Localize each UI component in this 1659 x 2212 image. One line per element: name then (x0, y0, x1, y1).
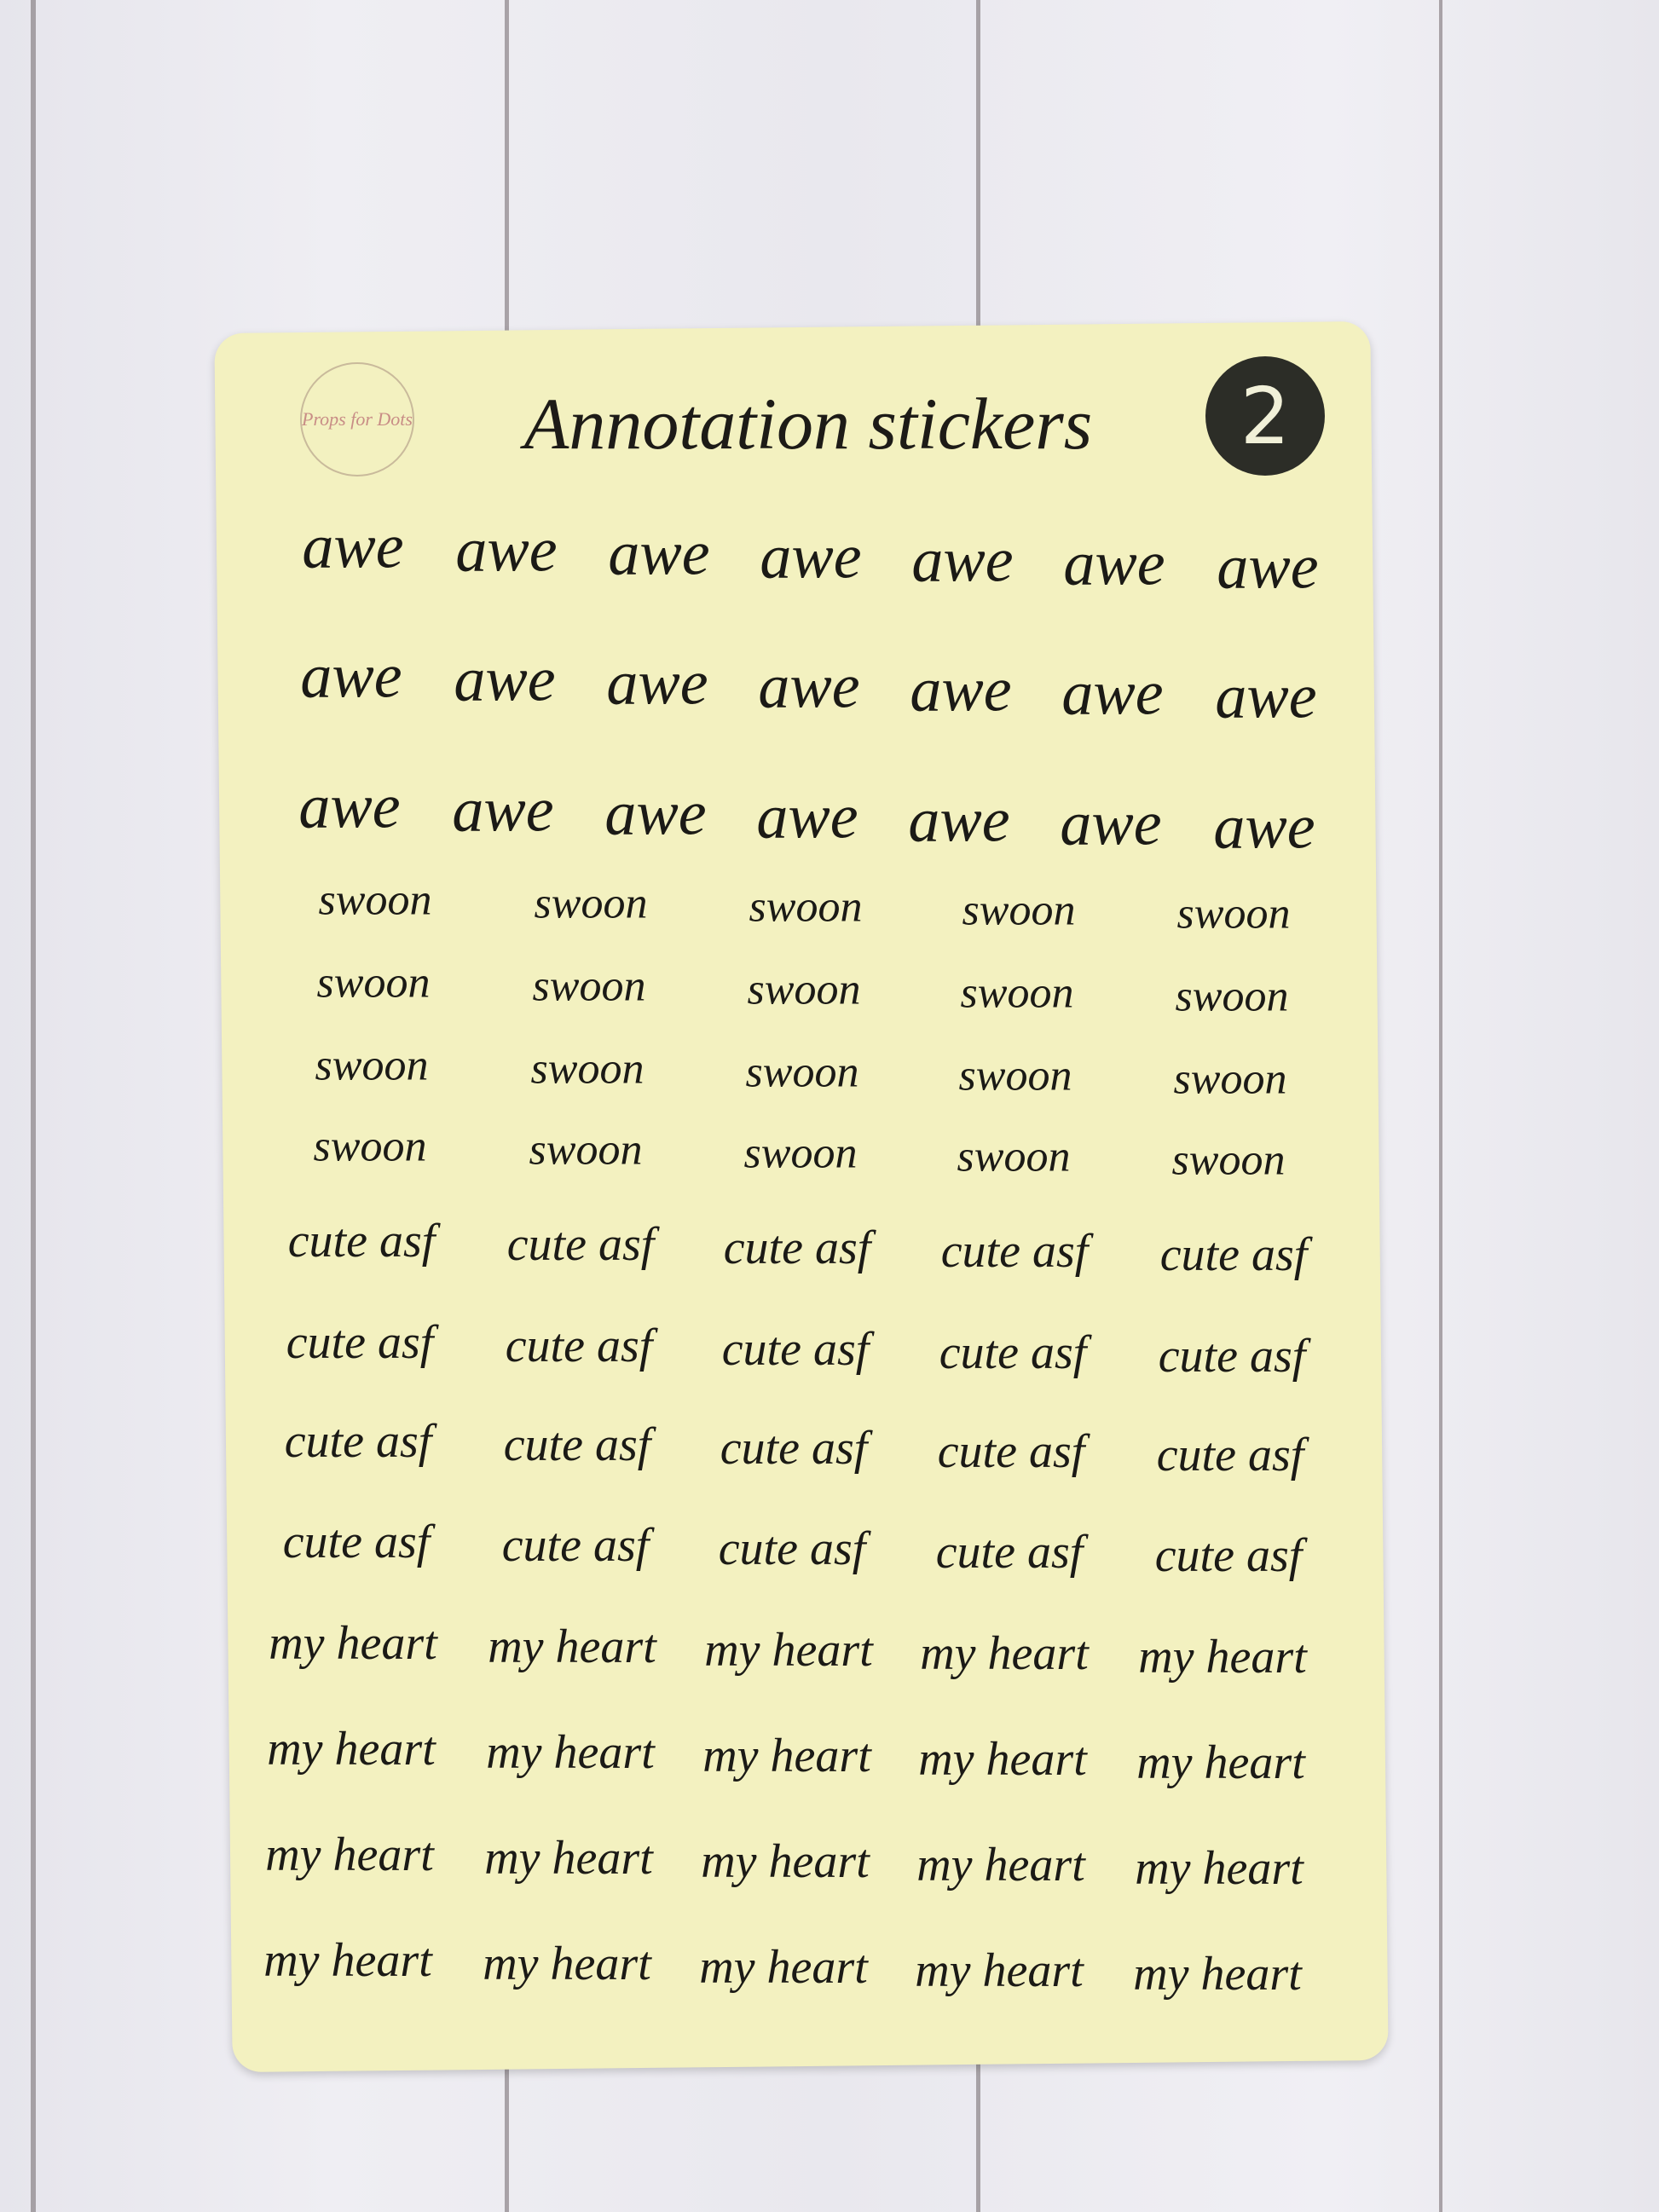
sticker-awe: awe (910, 655, 1012, 725)
brand-logo: Props for Dots (300, 362, 414, 476)
sticker-my-heart: my heart (263, 1934, 432, 1987)
sticker-cute-asf: cute asf (287, 1215, 436, 1268)
sheet-title: Annotation stickers (523, 383, 1093, 465)
sticker-my-heart: my heart (483, 1938, 651, 1990)
sticker-swoon: swoon (960, 968, 1074, 1018)
sticker-swoon: swoon (957, 1132, 1071, 1181)
sticker-awe: awe (1060, 788, 1162, 859)
sticker-cute-asf: cute asf (1159, 1228, 1308, 1281)
sticker-awe: awe (452, 775, 554, 846)
sticker-swoon: swoon (1176, 889, 1291, 939)
sticker-swoon: swoon (532, 962, 646, 1011)
sticker-swoon: swoon (316, 958, 431, 1008)
sticker-swoon: swoon (958, 1051, 1072, 1100)
sticker-swoon: swoon (534, 879, 648, 928)
sticker-awe: awe (1063, 528, 1165, 599)
sticker-swoon: swoon (1175, 972, 1289, 1021)
sticker-swoon: swoon (1173, 1054, 1287, 1104)
sticker-awe: awe (1213, 792, 1315, 863)
sticker-cute-asf: cute asf (501, 1519, 650, 1572)
sticker-swoon: swoon (1171, 1135, 1286, 1185)
sticker-my-heart: my heart (269, 1617, 437, 1670)
sticker-my-heart: my heart (265, 1828, 434, 1881)
sticker-my-heart: my heart (702, 1730, 871, 1782)
sticker-my-heart: my heart (918, 1733, 1087, 1786)
sticker-cute-asf: cute asf (939, 1326, 1087, 1379)
sticker-cute-asf: cute asf (1154, 1529, 1303, 1582)
sticker-cute-asf: cute asf (1156, 1429, 1304, 1481)
sticker-cute-asf: cute asf (935, 1526, 1084, 1579)
sticker-cute-asf: cute asf (718, 1522, 866, 1575)
sticker-awe: awe (1061, 658, 1164, 729)
sticker-cute-asf: cute asf (720, 1422, 868, 1475)
sticker-swoon: swoon (530, 1044, 645, 1094)
sticker-awe: awe (454, 644, 556, 715)
sticker-awe: awe (908, 785, 1010, 856)
sticker-awe: awe (604, 778, 707, 849)
plank-gap (1439, 0, 1442, 2212)
sticker-my-heart: my heart (484, 1832, 653, 1885)
sticker-my-heart: my heart (916, 1839, 1085, 1891)
sticker-swoon: swoon (962, 886, 1076, 935)
sticker-awe: awe (300, 641, 402, 712)
logo-text: Props for Dots (302, 408, 413, 430)
sticker-my-heart: my heart (1135, 1842, 1304, 1895)
sticker-my-heart: my heart (920, 1627, 1089, 1680)
sticker-my-heart: my heart (1138, 1631, 1307, 1684)
sticker-cute-asf: cute asf (723, 1222, 871, 1274)
sticker-my-heart: my heart (704, 1624, 873, 1677)
sticker-cute-asf: cute asf (1158, 1330, 1306, 1383)
sticker-my-heart: my heart (915, 1944, 1084, 1997)
sticker-my-heart: my heart (699, 1941, 868, 1994)
sticker-cute-asf: cute asf (721, 1323, 870, 1376)
sticker-swoon: swoon (315, 1041, 429, 1090)
sticker-awe: awe (911, 525, 1014, 596)
sticker-my-heart: my heart (267, 1723, 436, 1776)
sticker-my-heart: my heart (486, 1726, 655, 1779)
plank-gap (31, 0, 36, 2212)
sticker-my-heart: my heart (701, 1835, 870, 1888)
sticker-cute-asf: cute asf (284, 1415, 432, 1468)
sticker-cute-asf: cute asf (505, 1320, 653, 1372)
sticker-my-heart: my heart (1136, 1736, 1305, 1789)
sticker-awe: awe (1215, 661, 1317, 732)
sticker-awe: awe (756, 782, 858, 852)
sticker-awe: awe (455, 515, 558, 586)
sticker-awe: awe (758, 651, 860, 722)
sticker-my-heart: my heart (1133, 1948, 1302, 2001)
sticker-swoon: swoon (747, 965, 861, 1014)
sheet-number-badge: 2 (1205, 356, 1325, 476)
sticker-cute-asf: cute asf (937, 1425, 1085, 1478)
sticker-swoon: swoon (743, 1129, 858, 1178)
sticker-awe: awe (608, 518, 710, 589)
sticker-cute-asf: cute asf (503, 1418, 651, 1471)
sticker-swoon: swoon (313, 1122, 427, 1171)
sticker-awe: awe (302, 511, 404, 582)
sticker-swoon: swoon (529, 1125, 643, 1175)
sticker-cute-asf: cute asf (282, 1516, 431, 1568)
sticker-my-heart: my heart (488, 1620, 656, 1673)
sticker-swoon: swoon (745, 1048, 859, 1097)
sticker-swoon: swoon (749, 882, 863, 932)
sticker-cute-asf: cute asf (506, 1218, 655, 1271)
sticker-awe: awe (760, 522, 862, 592)
sticker-awe: awe (1217, 532, 1319, 603)
sticker-cute-asf: cute asf (286, 1316, 434, 1369)
sticker-awe: awe (606, 648, 708, 719)
sticker-cute-asf: cute asf (940, 1225, 1089, 1278)
sticker-swoon: swoon (318, 875, 432, 925)
sticker-awe: awe (298, 771, 401, 842)
